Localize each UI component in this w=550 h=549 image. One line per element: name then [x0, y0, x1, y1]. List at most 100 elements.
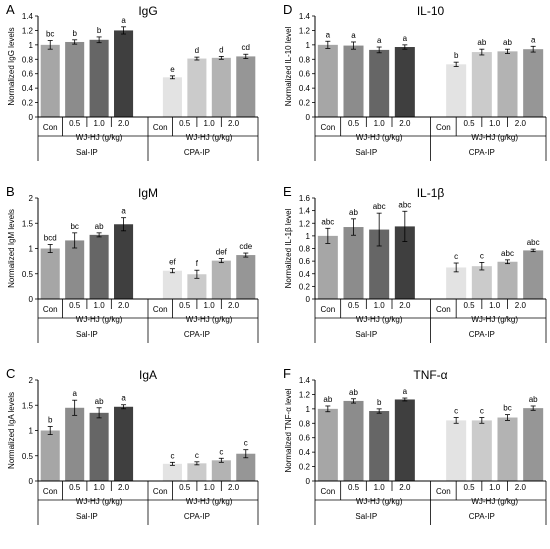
dose-header: WJ-HJ (g/kg) [76, 497, 123, 506]
bar [187, 274, 207, 299]
bar [497, 417, 518, 481]
dose-label: 2.0 [399, 301, 411, 310]
dose-header: WJ-HJ (g/kg) [471, 497, 518, 506]
bar [317, 44, 338, 117]
bar [114, 30, 134, 117]
bar [523, 408, 544, 481]
significance-letter: a [72, 389, 77, 398]
significance-letter: c [244, 439, 248, 448]
dose-header: WJ-HJ (g/kg) [356, 133, 403, 142]
significance-letter: abc [321, 217, 334, 226]
significance-letter: def [216, 248, 228, 257]
significance-letter: a [403, 387, 408, 396]
bar [89, 234, 109, 299]
subgroup-label: Con [320, 123, 335, 132]
y-tick-label: 0.8 [299, 55, 311, 64]
panel-title: TNF-α [413, 368, 447, 382]
y-tick-label: 1.4 [299, 12, 311, 21]
bar [317, 235, 338, 299]
y-axis-label: Normalized IL-1β level [284, 208, 293, 288]
dose-header: WJ-HJ (g/kg) [356, 315, 403, 324]
significance-letter: cde [239, 242, 252, 251]
dose-label: 1.0 [94, 301, 106, 310]
group-label: Sal-IP [355, 330, 377, 339]
bar [446, 267, 467, 299]
dose-header: WJ-HJ (g/kg) [471, 315, 518, 324]
group-label: Sal-IP [76, 512, 98, 521]
y-tick-label: 0 [306, 295, 311, 304]
dose-label: 2.0 [118, 483, 130, 492]
subgroup-label: Con [153, 123, 168, 132]
dose-header: WJ-HJ (g/kg) [76, 315, 123, 324]
significance-letter: c [480, 407, 484, 416]
y-tick-label: 0.5 [22, 270, 34, 279]
significance-letter: d [195, 46, 199, 55]
dose-label: 0.5 [179, 483, 191, 492]
bar [343, 45, 364, 118]
bar [40, 248, 60, 299]
subgroup-label: Con [320, 487, 335, 496]
significance-letter: b [454, 51, 459, 60]
dose-label: 0.5 [348, 301, 360, 310]
y-tick-label: 1 [306, 405, 311, 414]
dose-header: WJ-HJ (g/kg) [186, 497, 233, 506]
significance-letter: ef [169, 258, 176, 267]
dose-label: 1.0 [94, 119, 106, 128]
significance-letter: abc [398, 200, 411, 209]
panel-letter: D [283, 2, 292, 17]
panel-letter: F [283, 366, 291, 381]
bar [65, 240, 85, 299]
significance-letter: c [195, 451, 199, 460]
significance-letter: b [72, 29, 77, 38]
significance-letter: ab [503, 38, 512, 47]
subgroup-label: Con [436, 305, 451, 314]
dose-label: 1.0 [374, 483, 386, 492]
significance-letter: bc [503, 404, 511, 413]
panel-title: IgM [138, 186, 158, 200]
group-label: CPA-IP [469, 512, 495, 521]
y-tick-label: 1 [29, 245, 34, 254]
significance-letter: bc [46, 30, 54, 39]
y-axis-label: Normalized TNF-α level [284, 388, 293, 472]
y-axis-label: Normalized IgA levels [7, 392, 16, 469]
y-tick-label: 2 [29, 376, 34, 385]
bar [394, 399, 415, 481]
dose-label: 2.0 [118, 119, 130, 128]
bar [343, 400, 364, 481]
dose-label: 0.5 [69, 301, 81, 310]
y-tick-label: 0.8 [22, 55, 34, 64]
dose-label: 0.5 [69, 483, 81, 492]
dose-label: 0.5 [348, 483, 360, 492]
y-tick-label: 2 [29, 194, 34, 203]
dose-label: 1.0 [204, 301, 216, 310]
dose-label: 1.0 [374, 119, 386, 128]
dose-label: 0.5 [348, 119, 360, 128]
subgroup-label: Con [153, 487, 168, 496]
y-tick-label: 1.2 [299, 26, 311, 35]
significance-letter: b [97, 26, 102, 35]
y-tick-label: 1 [29, 41, 34, 50]
y-tick-label: 1.2 [22, 26, 34, 35]
subgroup-label: Con [436, 123, 451, 132]
dose-label: 0.5 [69, 119, 81, 128]
bar [369, 49, 390, 117]
bar [523, 49, 544, 117]
bar [471, 52, 492, 118]
significance-letter: d [219, 45, 223, 54]
bar [65, 41, 85, 117]
y-tick-label: 0.2 [22, 99, 34, 108]
significance-letter: e [170, 65, 175, 74]
y-tick-label: 0.4 [299, 270, 311, 279]
significance-letter: f [196, 259, 199, 268]
y-tick-label: 0.4 [22, 84, 34, 93]
y-tick-label: 0 [306, 477, 311, 486]
significance-letter: c [219, 447, 223, 456]
bar [211, 460, 231, 481]
y-tick-label: 1 [29, 427, 34, 436]
dose-header: WJ-HJ (g/kg) [186, 315, 233, 324]
y-tick-label: 1.4 [22, 12, 34, 21]
y-tick-label: 0 [306, 113, 311, 122]
subgroup-label: Con [153, 305, 168, 314]
dose-header: WJ-HJ (g/kg) [471, 133, 518, 142]
significance-letter: bcd [44, 233, 57, 242]
